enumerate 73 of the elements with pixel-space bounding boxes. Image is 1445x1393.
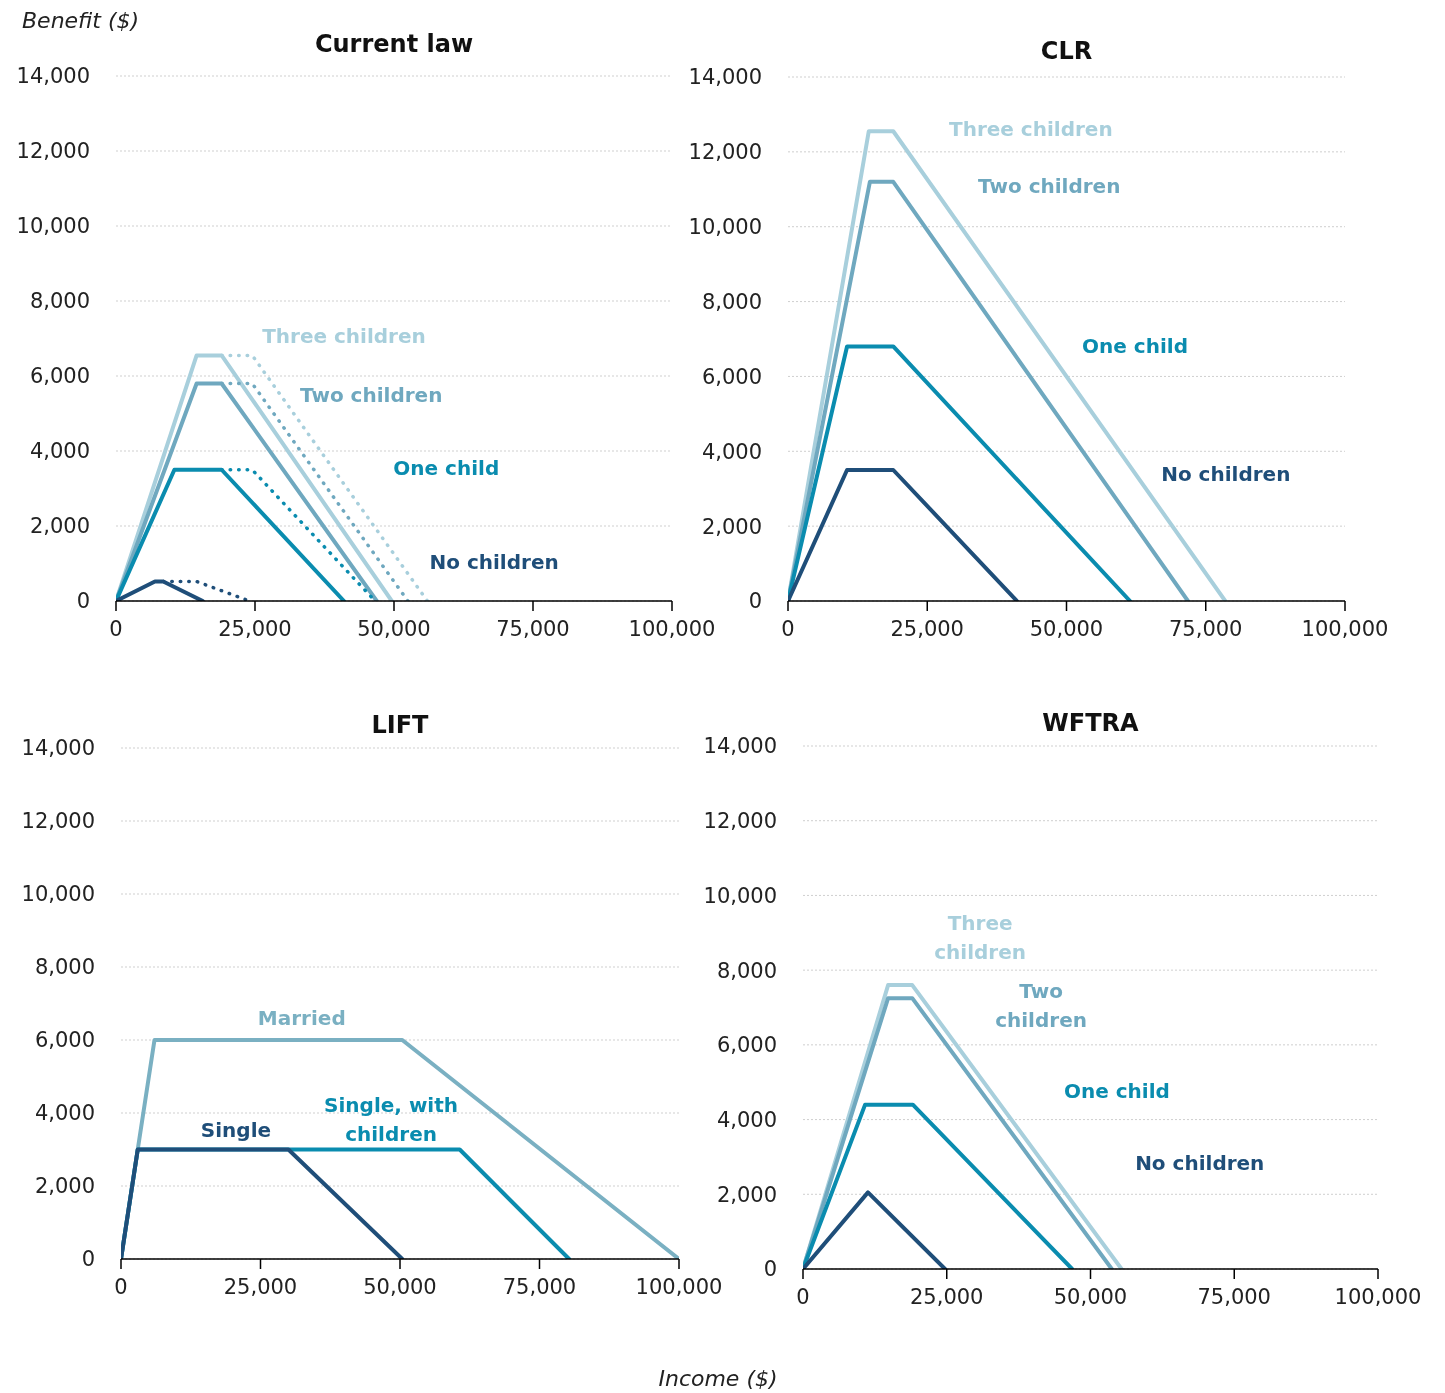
x-axis-title: Income ($) (658, 1365, 778, 1391)
y-tick-label: 10,000 (21, 882, 95, 907)
text: No children (429, 548, 559, 576)
y-tick-label: 14,000 (688, 65, 762, 90)
x-tick-label: 75,000 (1197, 1284, 1271, 1309)
y-tick-label: 12,000 (16, 139, 90, 164)
chart-title: CLR (1040, 37, 1093, 65)
y-tick-label: 14,000 (16, 64, 90, 89)
y-tick-label: 6,000 (34, 1028, 95, 1053)
y-tick-label: 8,000 (716, 958, 777, 983)
x-tick-label: 50,000 (357, 616, 431, 641)
y-tick-label: 0 (763, 1257, 777, 1282)
y-tick-label: 2,000 (29, 514, 90, 539)
y-tick-label: 6,000 (29, 364, 90, 389)
x-tick-label: 0 (781, 616, 795, 641)
x-tick-label: 75,000 (502, 1274, 577, 1299)
y-tick-label: 0 (748, 589, 762, 614)
text: Two children (995, 978, 1087, 1034)
text: One child (393, 454, 500, 482)
text: Two children (299, 381, 443, 409)
y-axis-title: Benefit ($) (22, 8, 140, 33)
x-tick-label: 25,000 (890, 616, 964, 641)
text: No children (1135, 1149, 1265, 1177)
x-tick-label: 75,000 (1169, 616, 1243, 641)
chart-title: Current law (314, 30, 474, 58)
y-tick-label: 4,000 (29, 439, 90, 464)
x-tick-label: 50,000 (1053, 1284, 1128, 1309)
text: One child (1082, 333, 1188, 360)
y-tick-label: 8,000 (34, 955, 95, 980)
chart-title: LIFT (371, 711, 429, 739)
y-tick-label: 4,000 (716, 1108, 777, 1133)
y-tick-label: 10,000 (688, 215, 762, 240)
y-tick-label: 0 (81, 1247, 95, 1272)
x-tick-label: 50,000 (363, 1274, 437, 1299)
x-tick-label: 100,000 (1301, 616, 1389, 641)
x-tick-label: 75,000 (496, 616, 570, 641)
y-tick-label: 14,000 (21, 736, 95, 761)
series-label: Three children (262, 322, 426, 350)
y-tick-label: 4,000 (701, 439, 762, 464)
x-tick-label: 25,000 (223, 1274, 298, 1299)
series-label: Three children (949, 115, 1113, 143)
y-tick-label: 6,000 (701, 364, 762, 389)
text: No children (1161, 460, 1291, 488)
x-tick-label: 0 (109, 616, 123, 641)
y-tick-label: 0 (76, 589, 90, 614)
text: Two children (978, 172, 1121, 200)
y-tick-label: 14,000 (703, 734, 777, 759)
y-tick-label: 10,000 (16, 214, 90, 239)
y-tick-label: 8,000 (701, 290, 762, 315)
x-tick-label: 25,000 (910, 1284, 984, 1309)
series-label: Three children (934, 910, 1026, 966)
chart-title: WFTRA (1042, 709, 1139, 737)
x-tick-label: 0 (796, 1284, 810, 1309)
y-tick-label: 6,000 (716, 1033, 777, 1058)
y-tick-label: 12,000 (21, 809, 95, 834)
series-label: Single (200, 1116, 272, 1144)
x-tick-label: 100,000 (1334, 1284, 1422, 1309)
series-label: Married (257, 1004, 346, 1032)
x-tick-label: 100,000 (628, 616, 716, 641)
y-tick-label: 10,000 (703, 883, 777, 908)
y-tick-label: 12,000 (688, 140, 762, 165)
y-tick-label: 2,000 (716, 1182, 777, 1207)
text: One child (1063, 1077, 1170, 1105)
y-tick-label: 12,000 (703, 809, 777, 834)
x-tick-label: 25,000 (218, 616, 292, 641)
x-tick-label: 100,000 (635, 1274, 723, 1299)
series-label: Single, with children (324, 1092, 459, 1149)
y-tick-label: 2,000 (34, 1174, 95, 1199)
x-tick-label: 0 (114, 1274, 128, 1299)
y-tick-label: 2,000 (701, 514, 762, 539)
y-tick-label: 4,000 (34, 1101, 95, 1126)
y-tick-label: 8,000 (29, 289, 90, 314)
x-tick-label: 50,000 (1029, 616, 1104, 641)
